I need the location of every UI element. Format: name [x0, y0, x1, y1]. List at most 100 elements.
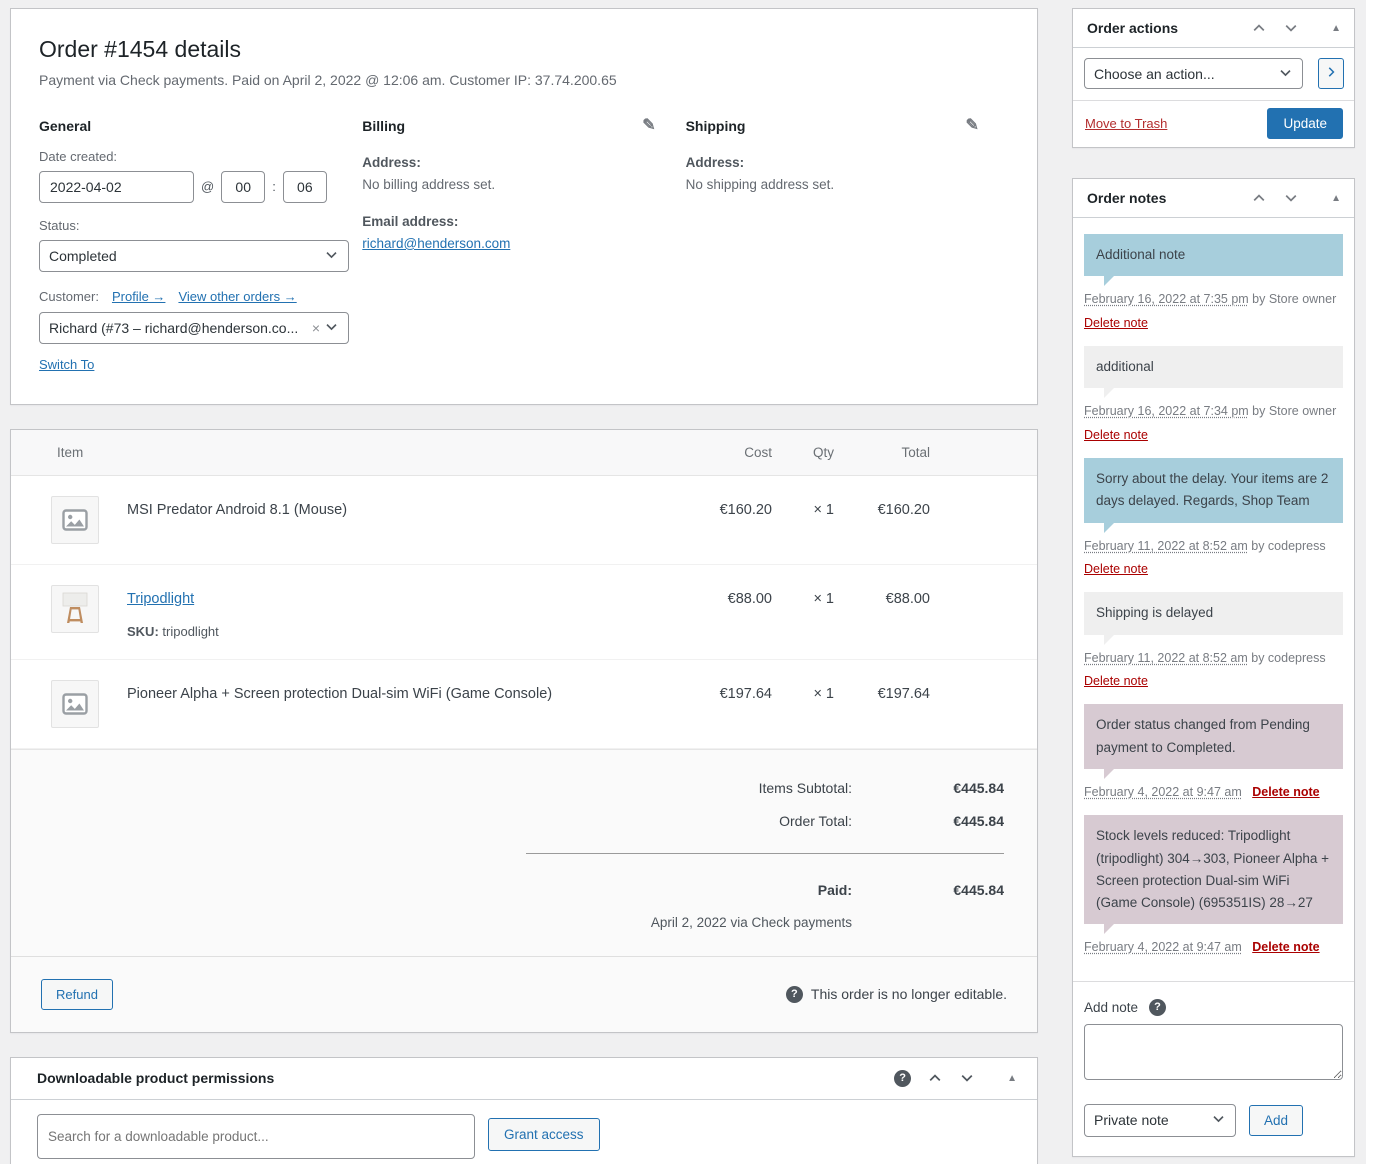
column-header-item: Item — [57, 444, 84, 460]
move-to-trash-link[interactable]: Move to Trash — [1085, 116, 1168, 131]
update-button[interactable]: Update — [1267, 108, 1343, 139]
edit-shipping-icon[interactable]: ✎ — [965, 116, 979, 134]
order-total-value: €445.84 — [953, 812, 1004, 829]
product-image-tripodlight — [51, 584, 99, 633]
delete-note-link[interactable]: Delete note — [1084, 561, 1148, 576]
table-row: Pioneer Alpha + Screen protection Dual-s… — [11, 660, 1037, 749]
shipping-heading: Shipping — [685, 117, 746, 134]
table-row: Tripodlight SKU: tripodlight €88.00 × 1 … — [11, 565, 1037, 660]
main-column: Order #1454 details Payment via Check pa… — [10, 8, 1038, 1164]
list-item: Order status changed from Pending paymen… — [1084, 704, 1343, 802]
edit-billing-icon[interactable]: ✎ — [642, 116, 656, 134]
note-author: by codepress — [1251, 650, 1326, 665]
shipping-section: Shipping ✎ Address: No shipping address … — [685, 116, 1009, 374]
grant-access-button[interactable]: Grant access — [488, 1117, 600, 1151]
billing-address-label: Address: — [362, 154, 421, 170]
delete-note-link[interactable]: Delete note — [1252, 940, 1320, 955]
date-created-label: Date created: — [39, 148, 118, 164]
collapse-panel-icon[interactable]: ▲ — [1007, 1072, 1017, 1084]
order-action-select-value: Choose an action... — [1094, 65, 1215, 82]
column-header-qty: Qty — [812, 444, 834, 460]
order-actions-title: Order actions — [1087, 20, 1179, 36]
hour-input[interactable] — [221, 170, 266, 203]
list-item: Shipping is delayed February 11, 2022 at… — [1084, 592, 1343, 691]
date-created-input[interactable] — [39, 170, 194, 203]
not-editable-text: This order is no longer editable. — [810, 986, 1007, 1003]
move-panel-up-icon[interactable] — [1251, 20, 1267, 36]
side-column: Order actions ▲ Choose an action... Move… — [1072, 8, 1355, 1157]
customer-select[interactable]: Richard (#73 – richard@henderson.co... × — [39, 311, 349, 344]
add-note-label: Add note — [1084, 999, 1139, 1015]
delete-note-link[interactable]: Delete note — [1084, 315, 1148, 330]
item-qty: × 1 — [813, 590, 834, 607]
list-item: Stock levels reduced: Tripodlight (tripo… — [1084, 815, 1343, 957]
delete-note-link[interactable]: Delete note — [1252, 784, 1320, 799]
date-at-separator: @ — [201, 179, 215, 195]
scrollbar[interactable] — [1366, 0, 1378, 1164]
paid-date: April 2, 2022 via Check payments — [650, 914, 852, 930]
move-panel-up-icon[interactable] — [927, 1070, 943, 1086]
note-date: February 16, 2022 at 7:34 pm — [1084, 404, 1249, 419]
refund-button[interactable]: Refund — [41, 978, 113, 1010]
minute-input[interactable] — [282, 170, 327, 203]
item-cost: €88.00 — [727, 590, 772, 607]
note-type-select[interactable]: Private note — [1084, 1103, 1236, 1137]
switch-to-link[interactable]: Switch To — [39, 356, 95, 372]
subtotal-label: Items Subtotal: — [758, 779, 852, 796]
chevron-down-icon — [1278, 65, 1293, 83]
add-note-button[interactable]: Add — [1249, 1104, 1304, 1136]
item-qty: × 1 — [813, 501, 834, 518]
order-actions-body: Choose an action... — [1073, 48, 1354, 100]
time-colon-separator: : — [272, 179, 276, 195]
help-icon[interactable]: ? — [785, 985, 803, 1003]
column-header-total: Total — [901, 444, 930, 460]
downloadable-permissions-body: Grant access — [11, 1100, 1037, 1164]
collapse-panel-icon[interactable]: ▲ — [1331, 22, 1341, 34]
collapse-panel-icon[interactable]: ▲ — [1331, 192, 1341, 204]
order-subtitle: Payment via Check payments. Paid on Apri… — [39, 71, 617, 88]
order-action-select[interactable]: Choose an action... — [1084, 58, 1304, 89]
status-select-value: Completed — [49, 247, 117, 264]
totals-divider — [526, 852, 1004, 854]
page-title: Order #1454 details — [39, 36, 242, 62]
add-note-textarea[interactable] — [1084, 1023, 1343, 1080]
product-placeholder-image-icon — [51, 679, 99, 728]
move-panel-down-icon[interactable] — [1283, 20, 1299, 36]
help-icon[interactable]: ? — [894, 1069, 912, 1087]
move-panel-up-icon[interactable] — [1251, 190, 1267, 206]
table-row: MSI Predator Android 8.1 (Mouse) €160.20… — [11, 476, 1037, 565]
billing-email-link[interactable]: richard@henderson.com — [362, 235, 511, 251]
shipping-address-label: Address: — [685, 154, 745, 170]
order-notes-header: Order notes ▲ — [1073, 179, 1354, 218]
note-author: by Store owner — [1252, 404, 1337, 419]
delete-note-link[interactable]: Delete note — [1084, 673, 1148, 688]
apply-action-button[interactable] — [1318, 58, 1344, 89]
clear-selection-icon[interactable]: × — [311, 319, 320, 336]
status-select[interactable]: Completed — [39, 239, 349, 272]
order-bulk-actions-row: Refund ? This order is no longer editabl… — [11, 955, 1037, 1032]
view-other-orders-link[interactable]: View other orders → — [178, 288, 297, 304]
item-name: MSI Predator Android 8.1 (Mouse) — [127, 501, 348, 518]
move-panel-down-icon[interactable] — [959, 1070, 975, 1086]
delete-note-link[interactable]: Delete note — [1084, 427, 1148, 442]
downloadable-product-search-input[interactable] — [37, 1113, 475, 1159]
column-header-cost: Cost — [744, 444, 772, 460]
chevron-down-icon — [1211, 1111, 1226, 1129]
help-icon[interactable]: ? — [1149, 998, 1167, 1016]
item-total: €88.00 — [885, 590, 930, 607]
billing-section: Billing ✎ Address: No billing address se… — [362, 116, 685, 374]
item-total: €160.20 — [877, 501, 930, 518]
order-actions-panel: Order actions ▲ Choose an action... Move… — [1072, 8, 1355, 148]
item-total: €197.64 — [877, 685, 930, 702]
chevron-right-icon — [1324, 65, 1338, 82]
order-details-panel: Order #1454 details Payment via Check pa… — [10, 8, 1038, 405]
list-item: Additional note February 16, 2022 at 7:3… — [1084, 234, 1343, 333]
item-name-link[interactable]: Tripodlight — [127, 590, 195, 607]
profile-link[interactable]: Profile → — [111, 288, 166, 304]
note-date: February 16, 2022 at 7:35 pm — [1084, 292, 1249, 307]
move-panel-down-icon[interactable] — [1283, 190, 1299, 206]
chevron-down-icon — [324, 319, 339, 337]
status-label: Status: — [39, 217, 80, 233]
note-date: February 4, 2022 at 9:47 am — [1084, 784, 1242, 799]
